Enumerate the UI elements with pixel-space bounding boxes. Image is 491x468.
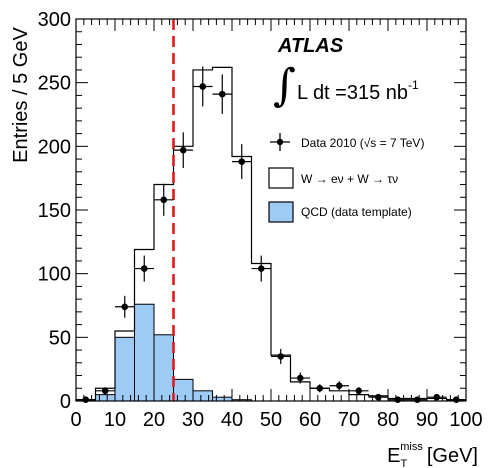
qcd-bin xyxy=(173,378,194,402)
data-point xyxy=(349,387,369,395)
x-tick-label: 0 xyxy=(70,409,81,431)
legend-signal-swatch xyxy=(268,167,294,189)
y-tick-label: 300 xyxy=(38,9,71,31)
y-tick-label: 0 xyxy=(60,391,71,413)
data-point-marker xyxy=(296,374,304,382)
legend-label-qcd: QCD (data template) xyxy=(301,205,412,219)
axis-ticks xyxy=(75,18,467,402)
data-point-marker xyxy=(218,90,226,98)
x-axis-label-sub: T xyxy=(401,458,408,468)
data-point xyxy=(212,74,232,114)
x-tick-label: 90 xyxy=(416,409,438,431)
qcd-bin xyxy=(114,336,135,402)
legend-entry-qcd: QCD (data template) xyxy=(268,201,412,223)
data-point xyxy=(115,295,135,318)
x-tick-label: 40 xyxy=(221,409,243,431)
x-axis-label-main: E xyxy=(387,445,400,467)
data-point xyxy=(232,144,252,180)
data-point-marker xyxy=(238,158,246,165)
legend-qcd-swatch xyxy=(268,201,294,223)
data-point-marker xyxy=(277,353,285,360)
luminosity-label: L dt =315 nb-1 xyxy=(297,78,419,104)
x-tick-label: 100 xyxy=(449,409,482,431)
y-tick-label: 250 xyxy=(38,73,71,95)
legend-label-data: Data 2010 (√s = 7 TeV) xyxy=(301,136,424,150)
x-tick-label: 60 xyxy=(299,409,321,431)
lumi-sup: -1 xyxy=(408,78,419,92)
legend: Data 2010 (√s = 7 TeV) W → eν + W → τν Q… xyxy=(268,133,424,223)
integral-sign: ∫ xyxy=(273,60,296,111)
y-tick-labels: 0 50 100 150 200 250 300 xyxy=(38,9,71,413)
data-point xyxy=(290,372,310,384)
y-tick-label: 100 xyxy=(38,264,71,286)
x-tick-label: 70 xyxy=(338,409,360,431)
y-tick-label: 150 xyxy=(38,200,71,222)
data-point xyxy=(154,183,174,216)
data-point xyxy=(310,384,330,393)
data-point-marker xyxy=(257,265,265,272)
data-point xyxy=(173,132,193,169)
data-point-marker xyxy=(199,83,207,90)
x-axis-label-unit: [GeV] xyxy=(427,445,478,467)
legend-label-signal: W → eν + W → τν xyxy=(301,172,398,186)
x-tick-label: 10 xyxy=(104,409,126,431)
data-point xyxy=(271,348,291,364)
data-point xyxy=(329,381,349,391)
x-tick-label: 50 xyxy=(260,409,282,431)
x-axis-label: ETmiss [GeV] xyxy=(387,441,478,468)
data-point-marker xyxy=(121,303,129,311)
data-point xyxy=(193,66,213,107)
data-point-marker xyxy=(355,387,363,395)
qcd-bin xyxy=(192,390,213,402)
x-tick-label: 30 xyxy=(182,409,204,431)
x-tick-labels: 0 10 20 30 40 50 60 70 80 90 100 xyxy=(70,409,482,431)
legend-entry-data: Data 2010 (√s = 7 TeV) xyxy=(270,133,424,151)
data-point-marker xyxy=(140,265,148,272)
qcd-bin xyxy=(95,394,116,402)
legend-data-marker xyxy=(276,138,284,146)
data-point xyxy=(95,387,115,395)
data-point-marker xyxy=(335,382,343,390)
y-tick-label: 200 xyxy=(38,136,71,158)
data-point-marker xyxy=(316,384,324,392)
y-tick-label: 50 xyxy=(49,327,71,349)
x-axis-label-sup: miss xyxy=(400,441,423,453)
data-point-marker xyxy=(101,387,109,395)
data-point xyxy=(251,255,271,282)
data-points xyxy=(76,66,466,404)
x-tick-label: 20 xyxy=(143,409,165,431)
data-point-marker xyxy=(160,196,168,204)
lumi-text: L dt =315 nb xyxy=(297,82,408,104)
data-point xyxy=(134,255,154,282)
qcd-bin xyxy=(153,334,174,402)
atlas-label: ATLAS xyxy=(277,35,344,57)
y-axis-label: Entries / 5 GeV xyxy=(10,27,32,163)
qcd-bin xyxy=(134,303,155,402)
legend-entry-signal: W → eν + W → τν xyxy=(268,167,398,189)
data-point-marker xyxy=(179,146,187,154)
x-tick-label: 80 xyxy=(377,409,399,431)
